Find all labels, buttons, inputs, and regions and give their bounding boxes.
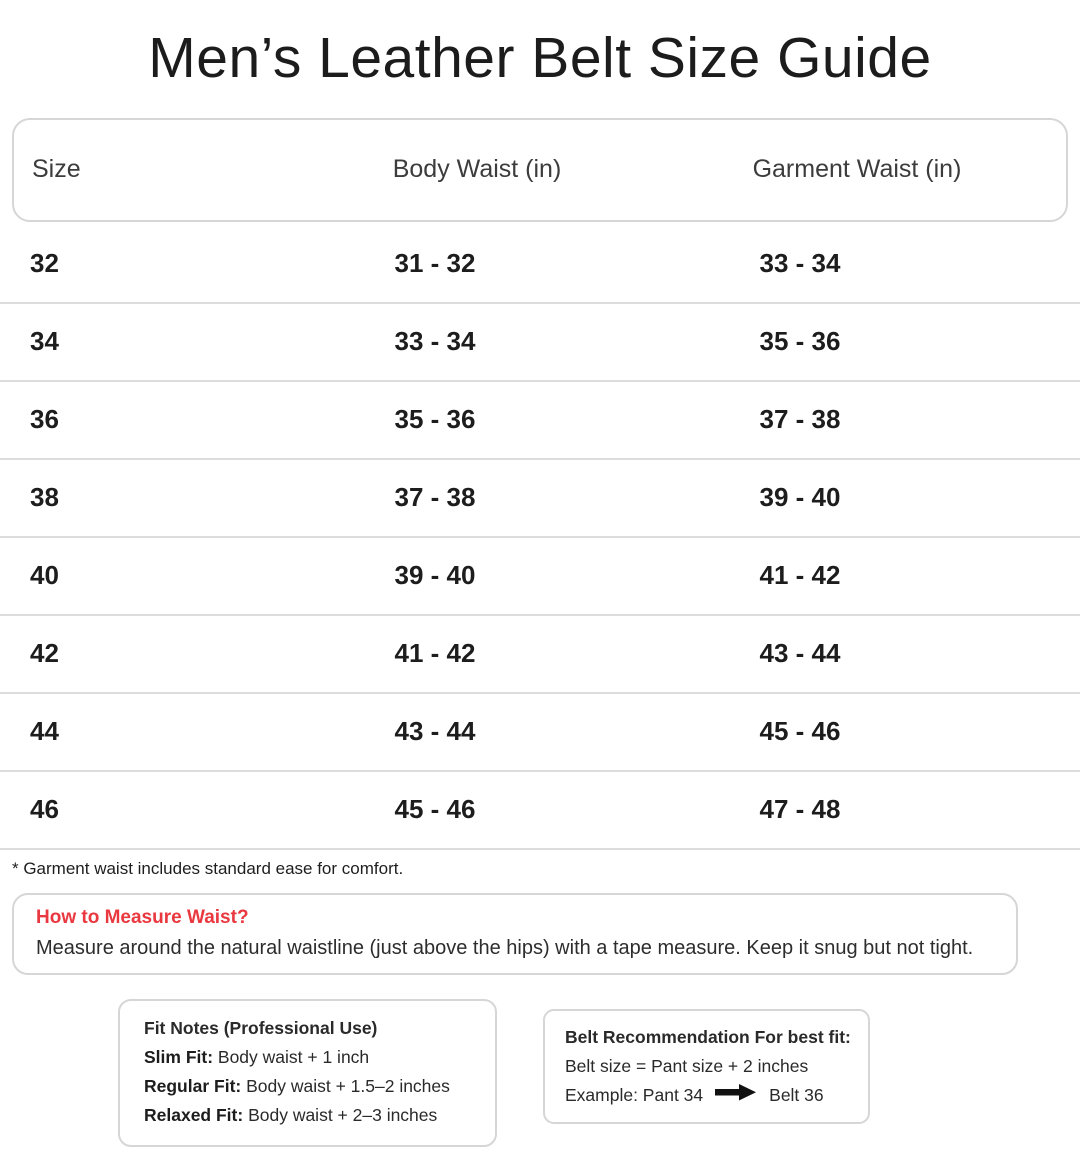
fit-note-text: Body waist + 1 inch <box>213 1046 370 1067</box>
size-value: 32 <box>30 248 59 279</box>
fit-note-label: Regular Fit: <box>144 1075 242 1096</box>
column-header-body-waist: Body Waist (in) <box>392 155 562 184</box>
fit-notes-box: Fit Notes (Professional Use) Slim Fit: B… <box>118 998 497 1147</box>
size-value: 40 <box>30 560 59 591</box>
body-waist-value: 31 - 32 <box>394 248 476 279</box>
table-row: 40 39 - 40 41 - 42 <box>0 538 1080 616</box>
arrow-right-icon <box>715 1081 757 1110</box>
fit-note-regular: Regular Fit: Body waist + 1.5–2 inches <box>144 1072 485 1101</box>
belt-example-prefix: Example: Pant 34 <box>565 1084 704 1105</box>
table-footnote: * Garment waist includes standard ease f… <box>12 858 404 878</box>
garment-waist-value: 43 - 44 <box>759 638 841 669</box>
belt-size-guide-page: Men’s Leather Belt Size Guide Size Body … <box>0 26 1080 1147</box>
size-value: 42 <box>30 638 59 669</box>
how-to-measure-title: How to Measure Waist? <box>36 906 249 928</box>
fit-note-text: Body waist + 1.5–2 inches <box>241 1075 450 1096</box>
size-value: 38 <box>30 482 59 513</box>
page-title: Men’s Leather Belt Size Guide <box>148 26 932 90</box>
garment-waist-value: 45 - 46 <box>759 716 841 747</box>
belt-formula: Belt size = Pant size + 2 inches <box>565 1055 809 1076</box>
how-to-measure-box: How to Measure Waist? Measure around the… <box>12 892 1018 975</box>
body-waist-value: 37 - 38 <box>394 482 476 513</box>
belt-example: Example: Pant 34 Belt 36 <box>565 1081 860 1110</box>
table-row: 38 37 - 38 39 - 40 <box>0 460 1080 538</box>
table-row: 44 43 - 44 45 - 46 <box>0 694 1080 772</box>
table-row: 32 31 - 32 33 - 34 <box>0 226 1080 304</box>
table-row: 42 41 - 42 43 - 44 <box>0 616 1080 694</box>
body-waist-value: 43 - 44 <box>394 716 476 747</box>
fit-notes-title: Fit Notes (Professional Use) <box>144 1017 378 1038</box>
body-waist-value: 45 - 46 <box>394 794 476 825</box>
belt-recommendation-box: Belt Recommendation For best fit: Belt s… <box>543 1008 870 1124</box>
size-value: 36 <box>30 404 59 435</box>
fit-note-label: Slim Fit: <box>144 1046 214 1067</box>
bottom-cards: Fit Notes (Professional Use) Slim Fit: B… <box>118 998 1080 1147</box>
how-to-measure-body: Measure around the natural waistline (ju… <box>36 936 974 959</box>
fit-note-text: Body waist + 2–3 inches <box>243 1104 438 1125</box>
table-body: 32 31 - 32 33 - 34 34 33 - 34 35 - 36 36… <box>0 226 1080 850</box>
garment-waist-value: 33 - 34 <box>759 248 841 279</box>
fit-note-slim: Slim Fit: Body waist + 1 inch <box>144 1043 485 1072</box>
fit-note-label: Relaxed Fit: <box>144 1104 244 1125</box>
body-waist-value: 39 - 40 <box>394 560 476 591</box>
size-value: 34 <box>30 326 59 357</box>
body-waist-value: 35 - 36 <box>394 404 476 435</box>
size-value: 46 <box>30 794 59 825</box>
body-waist-value: 41 - 42 <box>394 638 476 669</box>
size-table: Size Body Waist (in) Garment Waist (in) … <box>0 117 1080 850</box>
garment-waist-value: 35 - 36 <box>759 326 841 357</box>
table-header-row: Size Body Waist (in) Garment Waist (in) <box>12 117 1068 222</box>
table-row: 34 33 - 34 35 - 36 <box>0 304 1080 382</box>
table-row: 36 35 - 36 37 - 38 <box>0 382 1080 460</box>
body-waist-value: 33 - 34 <box>394 326 476 357</box>
garment-waist-value: 39 - 40 <box>759 482 841 513</box>
belt-example-suffix: Belt 36 <box>769 1084 824 1105</box>
column-header-garment-waist: Garment Waist (in) <box>752 155 962 184</box>
column-header-size: Size <box>32 155 81 184</box>
size-value: 44 <box>30 716 59 747</box>
garment-waist-value: 37 - 38 <box>759 404 841 435</box>
garment-waist-value: 41 - 42 <box>759 560 841 591</box>
garment-waist-value: 47 - 48 <box>759 794 841 825</box>
fit-note-relaxed: Relaxed Fit: Body waist + 2–3 inches <box>144 1101 485 1130</box>
belt-recommendation-title: Belt Recommendation For best fit: <box>565 1026 851 1047</box>
table-row: 46 45 - 46 47 - 48 <box>0 772 1080 850</box>
